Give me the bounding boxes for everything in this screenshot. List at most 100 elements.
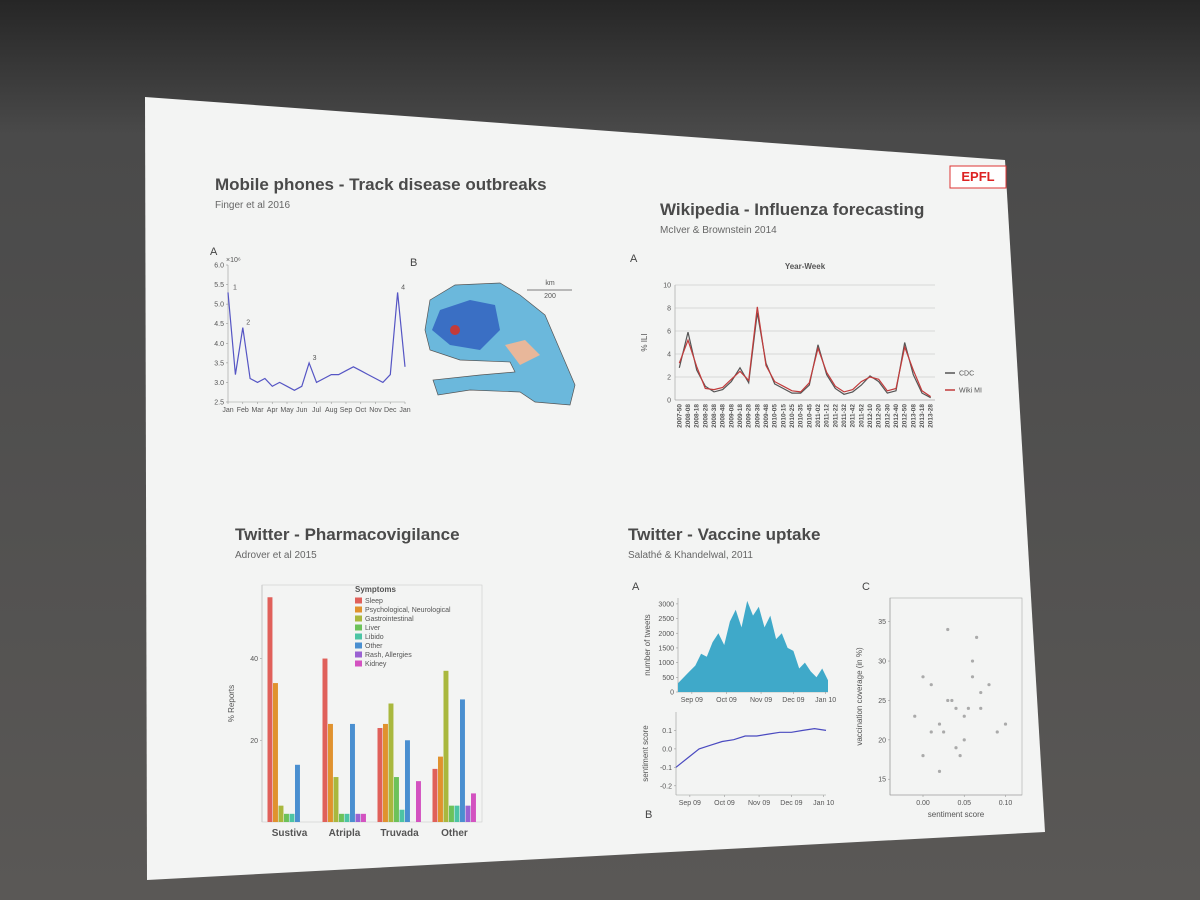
y-tick-label: 1000 bbox=[658, 660, 674, 667]
scatter-point bbox=[921, 675, 925, 679]
x-tick-label: 2012-10 bbox=[867, 404, 874, 428]
x-tick-label: Jan 10 bbox=[813, 800, 834, 807]
line-series bbox=[678, 306, 932, 398]
y-tick-label: 3.0 bbox=[214, 380, 224, 387]
y-tick-label: 2 bbox=[667, 375, 671, 382]
scatter-point bbox=[975, 635, 979, 640]
bar bbox=[350, 723, 355, 822]
legend-swatch bbox=[355, 660, 362, 667]
y-tick-label: 4.5 bbox=[214, 321, 224, 328]
x-tick-label: Oct 09 bbox=[714, 800, 735, 807]
bar bbox=[465, 805, 471, 822]
x-tick-label: 2011-02 bbox=[815, 404, 822, 428]
axis-multiplier: ×10⁶ bbox=[226, 257, 241, 264]
bar bbox=[273, 683, 278, 822]
x-tick-label: 2011-52 bbox=[858, 404, 865, 428]
scatter-point bbox=[995, 730, 999, 734]
bar bbox=[388, 703, 394, 822]
y-tick-label: 0 bbox=[670, 690, 674, 697]
legend-swatch bbox=[355, 606, 362, 613]
legend-swatch bbox=[355, 624, 362, 631]
bar bbox=[399, 809, 405, 822]
scatter-point bbox=[913, 714, 917, 718]
x-tick-label: 2009-18 bbox=[737, 404, 744, 428]
scatter-point bbox=[970, 675, 975, 679]
x-tick-label: 2013-18 bbox=[919, 404, 926, 428]
x-tick-label: Oct 09 bbox=[716, 697, 737, 704]
x-tick-label: 0.10 bbox=[999, 800, 1013, 807]
y-tick-label: 20 bbox=[250, 738, 258, 745]
x-tick-label: Jan 10 bbox=[815, 697, 836, 704]
x-tick-label: 2008-48 bbox=[720, 404, 727, 428]
y-axis-label: % Reports bbox=[227, 685, 236, 722]
x-tick-label: Sustiva bbox=[272, 828, 308, 839]
x-tick-label: Jul bbox=[312, 407, 321, 414]
bar bbox=[339, 813, 344, 822]
x-tick-label: Mar bbox=[251, 407, 264, 414]
bar bbox=[361, 813, 366, 822]
legend-label: Libido bbox=[365, 634, 384, 641]
x-tick-label: Jan bbox=[222, 407, 233, 414]
scatter-point bbox=[970, 659, 975, 663]
bar bbox=[443, 670, 449, 822]
x-tick-label: Feb bbox=[237, 407, 249, 414]
legend-label: Rash, Allergies bbox=[365, 652, 412, 659]
y-tick-label: 2000 bbox=[658, 631, 674, 638]
legend-label: Wiki MI bbox=[959, 388, 982, 395]
x-axis-label: sentiment score bbox=[928, 810, 985, 819]
x-tick-label: Aug bbox=[325, 407, 338, 414]
chart-title: Year-Week bbox=[785, 262, 826, 271]
panel-label: C bbox=[862, 581, 870, 593]
x-tick-label: 2012-50 bbox=[902, 404, 909, 428]
map-hotspot bbox=[450, 325, 460, 335]
y-tick-label: 5.5 bbox=[214, 282, 224, 289]
x-tick-label: 2009-08 bbox=[728, 404, 735, 428]
y-tick-label: 3000 bbox=[658, 601, 674, 608]
bar bbox=[295, 764, 300, 822]
scatter-point bbox=[966, 706, 970, 710]
y-tick-label: 3.5 bbox=[214, 360, 224, 367]
x-tick-label: 2009-38 bbox=[754, 404, 761, 428]
panel-label: B bbox=[410, 257, 417, 269]
panel-label: A bbox=[632, 581, 640, 593]
x-tick-label: Truvada bbox=[380, 828, 419, 839]
legend-label: Kidney bbox=[365, 661, 387, 668]
annotation: 3 bbox=[313, 355, 317, 362]
bar bbox=[284, 813, 289, 822]
y-axis-label: sentiment score bbox=[641, 725, 650, 782]
x-tick-label: Dec 09 bbox=[782, 697, 804, 704]
bar bbox=[377, 728, 383, 822]
legend-label: Liver bbox=[365, 625, 381, 632]
line-series bbox=[678, 312, 931, 399]
x-tick-label: 2013-28 bbox=[928, 404, 935, 428]
x-tick-label: Sep bbox=[340, 407, 353, 414]
x-tick-label: Dec bbox=[384, 407, 397, 414]
bar bbox=[460, 699, 465, 822]
scatter-point bbox=[950, 698, 954, 703]
y-axis-label: % ILI bbox=[640, 333, 649, 351]
x-tick-label: May bbox=[280, 407, 294, 414]
y-tick-label: 2500 bbox=[658, 616, 674, 623]
panel-citation: Salathé & Khandelwal, 2011 bbox=[628, 550, 753, 561]
legend-swatch bbox=[355, 642, 362, 649]
y-tick-label: 1500 bbox=[658, 645, 674, 652]
bar bbox=[432, 768, 438, 822]
y-tick-label: 20 bbox=[878, 737, 886, 744]
line-series bbox=[227, 292, 406, 391]
x-tick-label: Sep 09 bbox=[679, 800, 701, 807]
logo: EPFL bbox=[961, 169, 994, 184]
scatter-point bbox=[962, 714, 966, 718]
y-tick-label: 4 bbox=[667, 352, 671, 359]
bar bbox=[322, 658, 328, 822]
panel-title: Twitter - Vaccine uptake bbox=[628, 525, 820, 544]
map-region bbox=[505, 340, 540, 365]
line-series bbox=[675, 727, 827, 768]
x-tick-label: Nov 09 bbox=[748, 800, 770, 807]
panel-label: B bbox=[645, 809, 652, 821]
bar bbox=[333, 777, 339, 822]
x-tick-label: 2012-30 bbox=[884, 404, 891, 428]
map-region bbox=[432, 300, 500, 350]
bar bbox=[394, 777, 399, 822]
y-tick-label: 500 bbox=[662, 675, 674, 682]
